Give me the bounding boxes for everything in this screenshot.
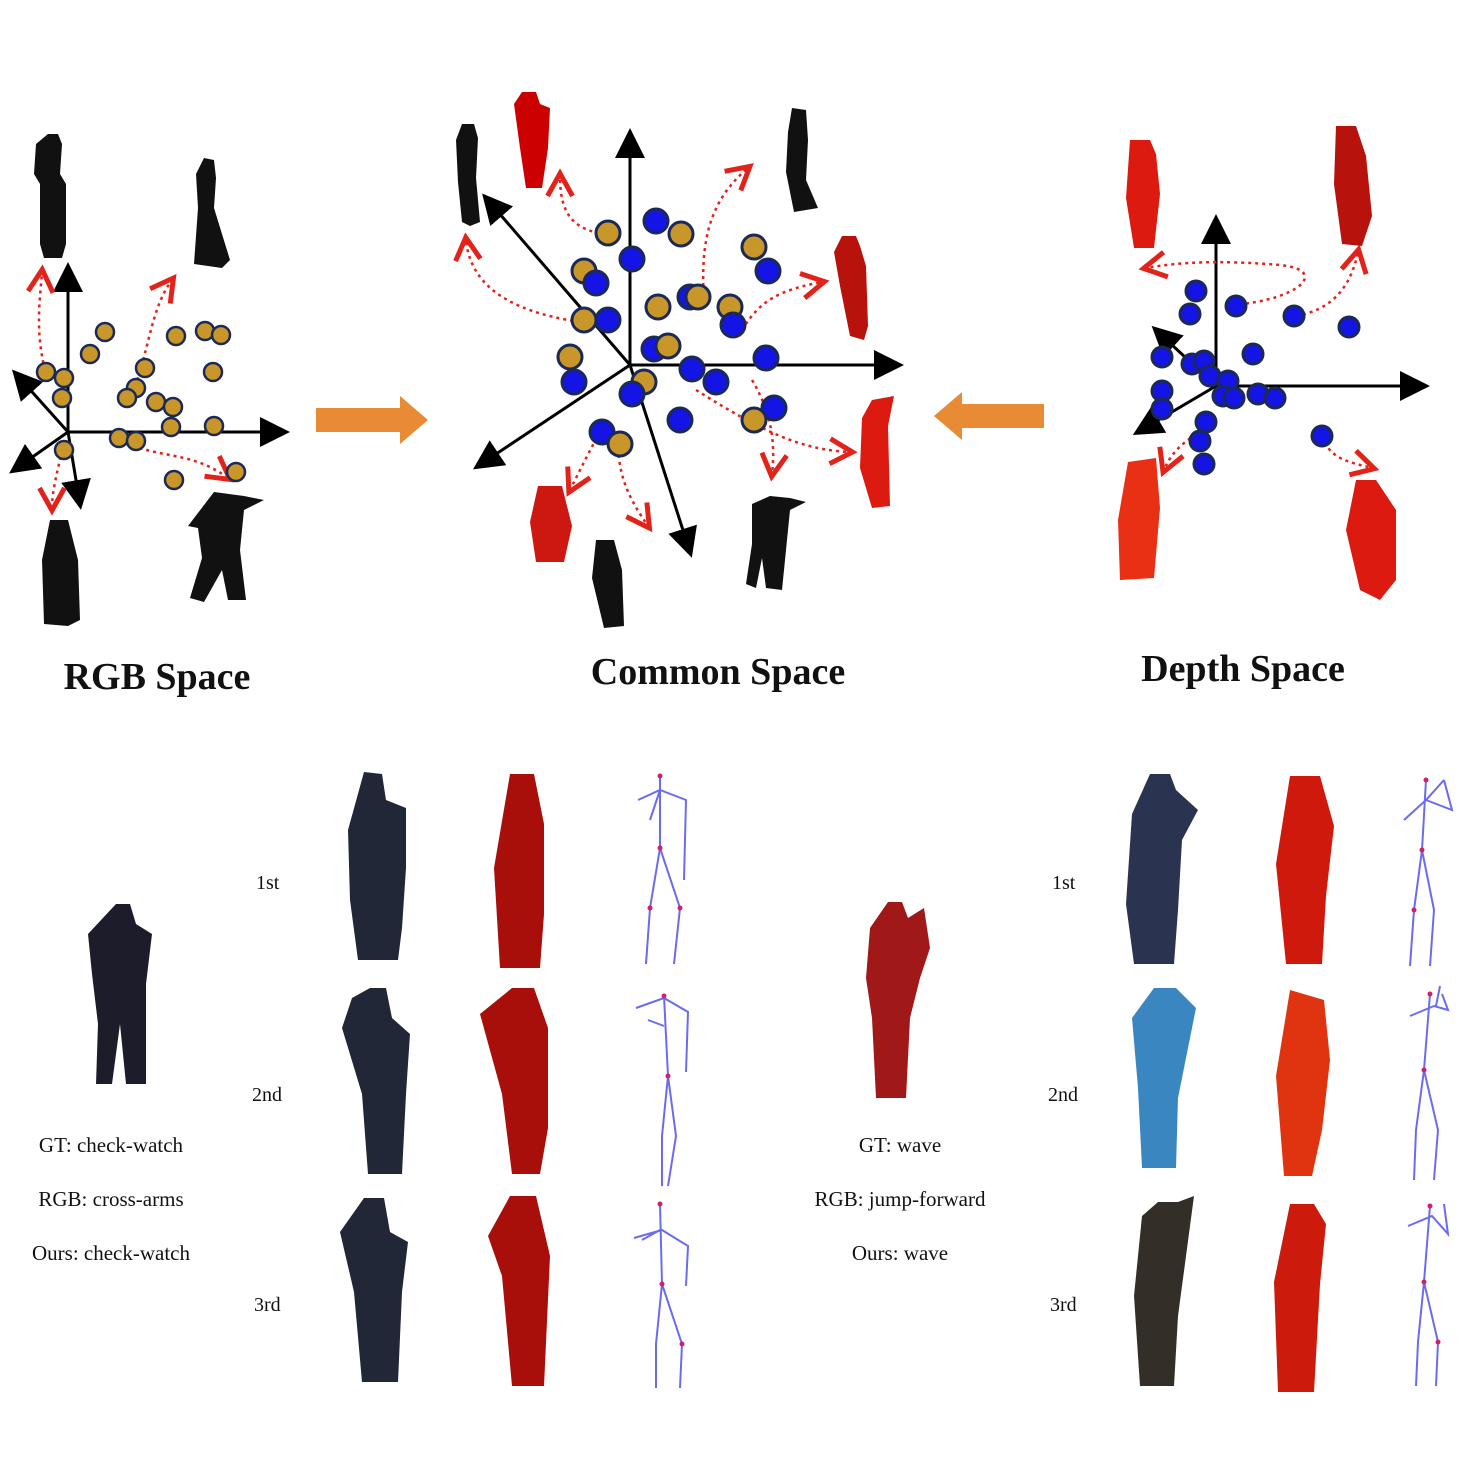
- common-silhouettes: [456, 92, 894, 628]
- left-arrow-icon: [934, 392, 1044, 440]
- retrieved-rgb-column: [340, 772, 410, 1382]
- gt-caption-left: GT: check-watch: [38, 1133, 184, 1157]
- skeleton-joints: [1411, 777, 1441, 1345]
- rgb-points: [35, 320, 247, 491]
- depth-links: [1146, 252, 1372, 470]
- rgb-caption-left: RGB: cross-arms: [38, 1187, 184, 1211]
- rgb-caption-right: RGB: jump-forward: [814, 1187, 986, 1211]
- right-arrow-icon: [316, 396, 428, 444]
- ours-caption-left: Ours: check-watch: [31, 1241, 191, 1265]
- retrieved-skeleton-column: [1403, 779, 1454, 1387]
- example-right: [866, 774, 1454, 1392]
- retrieved-rgb-column: [1126, 774, 1198, 1386]
- depth-space-panel: Depth Space: [1118, 126, 1430, 690]
- common-points: [556, 207, 788, 458]
- common-space-panel: Common Space: [456, 92, 904, 693]
- depth-points: [1150, 279, 1361, 476]
- depth-space-title: Depth Space: [1141, 648, 1345, 690]
- skeleton-joints: [647, 773, 685, 1347]
- query-person-image: [88, 904, 152, 1084]
- retrieved-skeleton-column: [633, 776, 690, 1389]
- rank-label-3rd-right: 3rd: [1050, 1294, 1077, 1316]
- gt-caption-right: GT: wave: [858, 1133, 942, 1157]
- ours-caption-right: Ours: wave: [851, 1241, 949, 1265]
- rank-label-1st-right: 1st: [1052, 872, 1076, 894]
- rgb-silhouettes: [34, 134, 264, 626]
- common-space-title: Common Space: [591, 651, 845, 693]
- depth-silhouettes: [1118, 126, 1396, 600]
- retrieved-depth-column: [480, 774, 550, 1386]
- query-person-image: [866, 902, 930, 1098]
- rgb-space-panel: RGB Space: [9, 134, 290, 698]
- rgb-space-title: RGB Space: [64, 656, 251, 698]
- retrieved-depth-column: [1274, 776, 1334, 1392]
- example-left: [88, 772, 690, 1389]
- rank-label-2nd-right: 2nd: [1048, 1084, 1078, 1106]
- rank-label-3rd-left: 3rd: [254, 1294, 281, 1316]
- flow-arrows: [316, 392, 1044, 444]
- rank-label-2nd-left: 2nd: [252, 1084, 282, 1106]
- rank-label-1st-left: 1st: [256, 872, 280, 894]
